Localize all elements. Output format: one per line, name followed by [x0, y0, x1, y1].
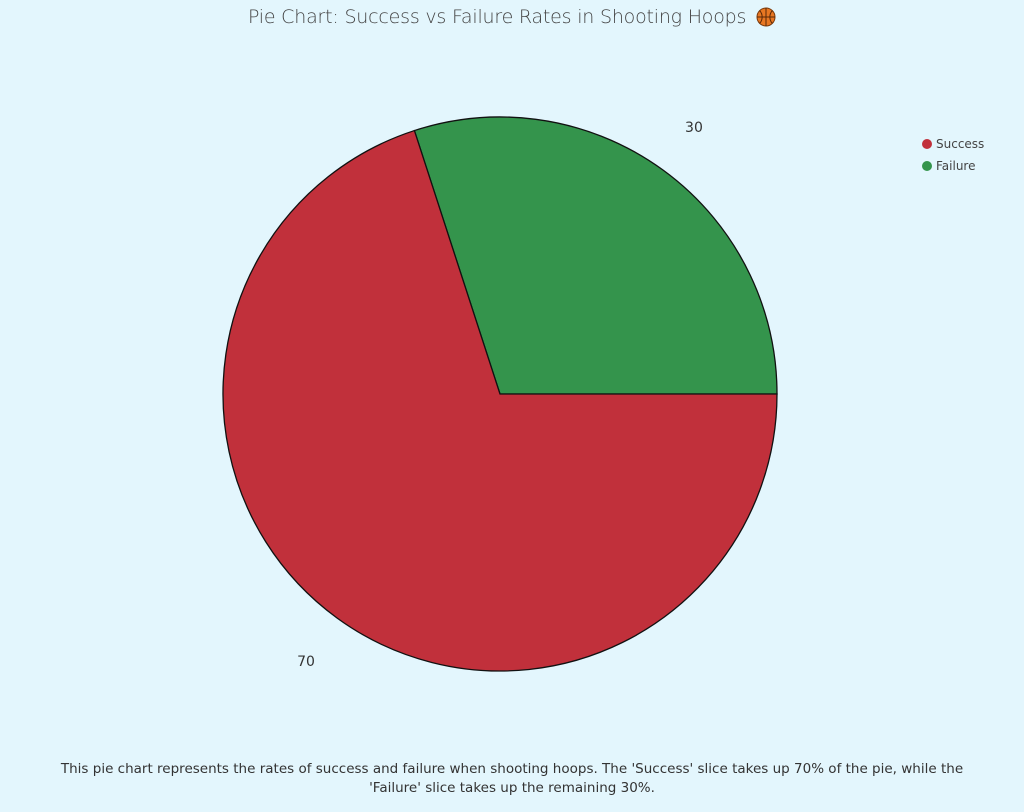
- pie-slice-success[interactable]: [222, 129, 778, 672]
- legend-label-success: Success: [936, 137, 985, 151]
- legend-swatch-success: [922, 139, 932, 149]
- legend-item-success[interactable]: Success: [922, 133, 984, 155]
- pie-slices: [222, 116, 778, 672]
- pie-slice-failure[interactable]: [413, 116, 778, 395]
- pie-chart: 30 70: [222, 116, 778, 672]
- basketball-icon: [756, 7, 776, 32]
- pie-data-labels: 30 70: [297, 120, 703, 670]
- legend-item-failure[interactable]: Failure: [922, 155, 984, 177]
- data-label-success: 70: [297, 654, 315, 670]
- chart-title-row: Pie Chart: Success vs Failure Rates in S…: [0, 6, 1024, 32]
- chart-caption: This pie chart represents the rates of s…: [60, 761, 964, 796]
- chart-title: Pie Chart: Success vs Failure Rates in S…: [247, 6, 747, 28]
- legend-swatch-failure: [922, 161, 932, 171]
- data-label-failure: 30: [685, 120, 703, 136]
- chart-legend: Success Failure: [922, 133, 984, 177]
- legend-label-failure: Failure: [936, 159, 976, 173]
